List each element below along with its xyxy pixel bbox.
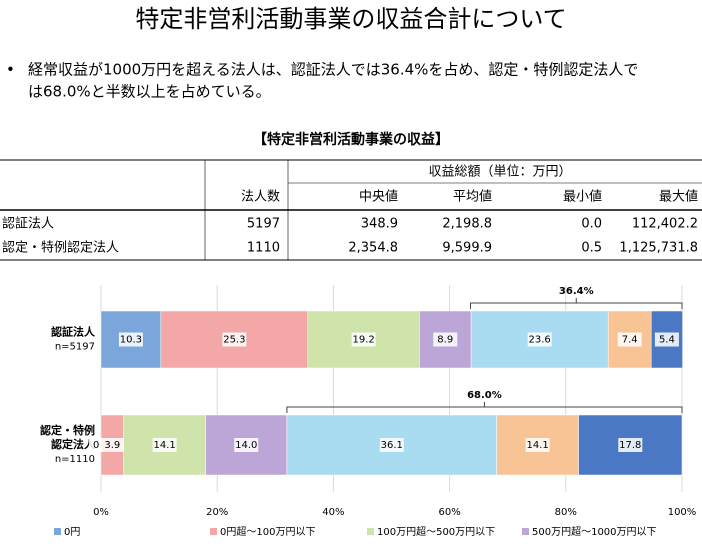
column-header: 最大値 — [659, 189, 698, 205]
bullet-text: は68.0%と半数以上を占めている。 — [28, 83, 271, 101]
column-header: 中央値 — [359, 189, 398, 205]
table-title: 【特定非営利活動事業の収益】 — [253, 131, 449, 148]
x-tick-label: 20% — [206, 507, 228, 518]
bracket — [470, 298, 683, 309]
legend-swatch — [522, 528, 529, 535]
legend-label: 0円 — [64, 527, 80, 538]
bullet-text: 経常収益が1000万円を超える法人は、認証法人では36.4%を占め、認定・特例認… — [28, 61, 638, 79]
label-bg — [527, 332, 552, 347]
legend-swatch — [54, 528, 61, 535]
x-tick-label: 80% — [555, 507, 577, 518]
data-label: 7.4 — [622, 335, 638, 346]
label-bg — [379, 438, 404, 452]
category-label: n=1110 — [55, 454, 95, 465]
column-header: 最小値 — [563, 189, 602, 205]
table-cell: 9,599.9 — [442, 241, 492, 256]
table-cell: 0.5 — [581, 241, 602, 256]
label-bg — [617, 332, 642, 347]
table-lines — [0, 159, 702, 261]
table-cell: 2,198.8 — [442, 217, 492, 232]
label-bg — [618, 438, 643, 452]
x-tick-label: 100% — [668, 507, 697, 518]
legend-swatch — [210, 528, 217, 535]
label-bg — [654, 332, 679, 347]
data-label: 5.4 — [659, 335, 675, 346]
data-label: 14.1 — [526, 440, 548, 451]
label-bg — [234, 438, 259, 452]
data-label: 14.0 — [235, 440, 257, 451]
slide-title: 特定非営利活動事業の収益合計について — [135, 5, 566, 33]
data-label: 3.9 — [104, 440, 120, 451]
data-label: 36.1 — [381, 440, 403, 451]
table-cell: 1,125,731.8 — [619, 241, 698, 256]
legend-label: 100万円超～500万円以下 — [377, 525, 495, 538]
bullet-mark: • — [6, 61, 15, 79]
bracket-label: 36.4% — [559, 286, 594, 297]
data-label: 23.6 — [529, 335, 551, 346]
label-bg — [100, 438, 125, 452]
category-label: 認証法人 — [51, 325, 96, 339]
data-label: 10.3 — [120, 335, 142, 346]
table-cell: 112,402.2 — [632, 217, 698, 232]
row-label: 認証法人 — [2, 216, 54, 232]
label-bg — [351, 332, 376, 347]
table-cell: 1110 — [247, 241, 280, 256]
x-tick-label: 60% — [438, 507, 460, 518]
label-bg — [433, 332, 458, 347]
data-label: 19.2 — [352, 335, 374, 346]
category-label: 認定・特例 — [40, 423, 95, 437]
data-label: 25.3 — [223, 335, 245, 346]
table-cell: 5197 — [247, 217, 280, 232]
legend-label: 500万円超～1000万円以下 — [532, 525, 657, 538]
label-bg — [118, 332, 143, 347]
x-tick-label: 0% — [93, 507, 109, 518]
label-bg — [222, 332, 247, 347]
legend-label: 0円超～100万円以下 — [220, 525, 315, 538]
legend-swatch — [367, 528, 374, 535]
category-label: 認定法人 — [51, 437, 96, 451]
table-cell: 348.9 — [361, 217, 398, 232]
column-header: 法人数 — [241, 190, 280, 205]
bracket-label: 68.0% — [467, 390, 502, 401]
table-cell: 2,354.8 — [348, 241, 398, 256]
data-label: 17.8 — [619, 440, 641, 451]
label-bg — [525, 438, 550, 452]
row-label: 認定・特例認定法人 — [2, 240, 119, 256]
x-tick-label: 40% — [322, 507, 344, 518]
table-group-header: 収益総額（単位：万円） — [428, 164, 571, 180]
data-label: 8.9 — [437, 335, 453, 346]
category-label: n=5197 — [55, 342, 95, 353]
data-label: 14.1 — [153, 440, 175, 451]
bracket — [286, 402, 683, 413]
column-header: 平均値 — [453, 189, 492, 205]
label-bg — [152, 438, 177, 452]
table-cell: 0.0 — [581, 217, 602, 232]
